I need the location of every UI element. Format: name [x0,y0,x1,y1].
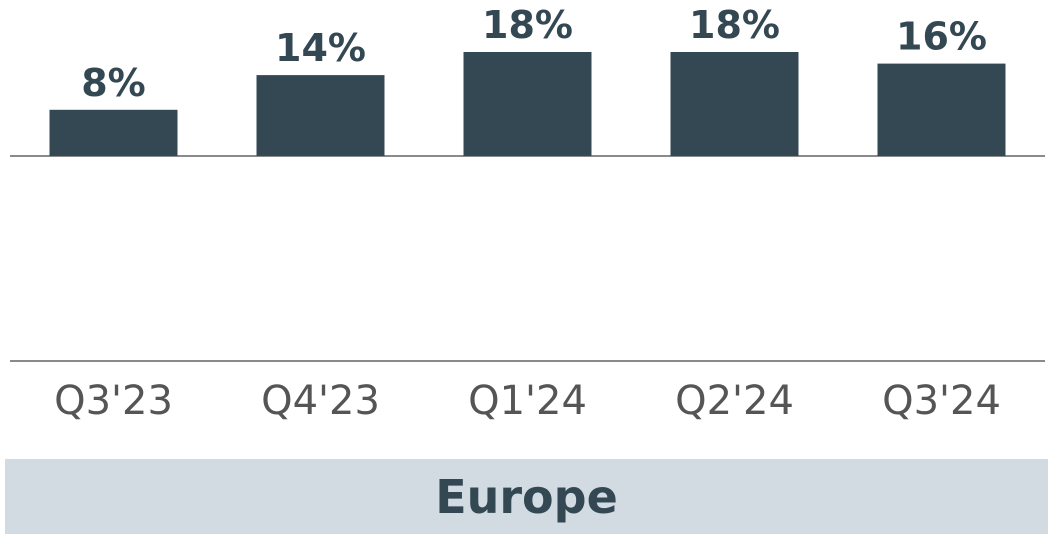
bar-0 [49,109,178,156]
x-tick-label-1: Q4'23 [261,378,380,424]
bar-3 [670,52,799,156]
bar-2 [463,52,592,156]
x-tick-label-3: Q2'24 [675,378,794,424]
value-label-0: 8% [81,61,146,105]
value-label-4: 16% [896,15,987,59]
x-tick-label-2: Q1'24 [468,378,587,424]
value-label-3: 18% [689,3,780,47]
region-band: Europe [5,459,1048,534]
value-label-2: 18% [482,3,573,47]
bar-4 [877,63,1006,156]
value-label-1: 14% [275,26,366,70]
x-tick-labels-group: Q3'23 Q4'23 Q1'24 Q2'24 Q3'24 [54,378,1001,424]
bar-1 [256,75,385,156]
value-labels-group: 8% 14% 18% 18% 16% [81,3,987,105]
x-tick-label-0: Q3'23 [54,378,173,424]
region-label: Europe [435,469,618,524]
x-tick-label-4: Q3'24 [882,378,1001,424]
bars-group [49,52,1006,156]
bar-chart: 8% 14% 18% 18% 16% Q3'23 Q4'23 Q1'24 Q2'24 Q3'24 [10,3,1045,424]
